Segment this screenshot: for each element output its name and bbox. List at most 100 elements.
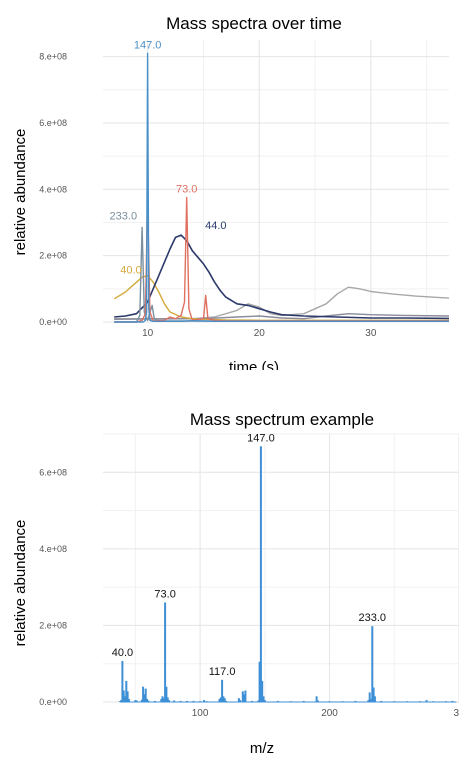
chart2-bars [118,446,457,703]
chart1-x-tick-label: 30 [365,328,377,339]
chart2-bar [243,694,246,702]
chart2-bar [125,680,128,702]
chart2-bar [165,686,168,702]
chart2-bar [432,701,435,702]
chart2-peak-label: 73.0 [154,588,175,600]
chart2-bar [259,446,262,702]
chart2-bar [160,698,163,702]
chart2-bar [162,698,165,702]
chart2-bar [316,700,319,702]
chart1-peak-labels: 147.0 73.0 233.0 44.0 40.0 [110,39,227,276]
chart2-bar [134,700,137,702]
chart1-y-ticks: 0.e+00 2.e+08 4.e+08 6.e+08 8.e+08 [39,52,67,327]
chart2-grid [103,433,459,703]
chart2-peak-label: 117.0 [209,666,236,678]
chart2-y-tick-label: 0.e+00 [39,697,67,707]
chart2-bar [368,692,371,702]
chart2-bar [118,701,121,702]
chart2-bar [261,680,264,702]
chart1-peak-label: 44.0 [205,220,226,232]
chart2-bar [168,700,170,702]
chart2-bar [142,686,145,702]
chart2-bar [127,698,130,702]
chart2-bar [302,700,305,702]
chart2-bar [263,700,266,702]
chart1-x-tick-label: 20 [254,328,266,339]
chart2-bar [135,700,138,702]
chart2-bar [161,696,164,702]
chart2-bar [122,690,125,702]
chart1-series [113,52,450,323]
chart2-ylabel: relative abundance [12,520,29,647]
chart2-bar [173,700,176,702]
chart2-bar [244,690,247,702]
chart2-bar [186,700,189,702]
chart1-x-ticks: 10 20 30 [142,328,377,339]
chart2-bar [143,694,146,702]
chart2-y-tick-label: 6.e+08 [39,467,67,477]
chart2-x-tick-label: 200 [321,708,338,719]
chart1-peak-label: 40.0 [120,265,141,277]
chart2-bar [451,700,454,702]
chart-mass-spectrum-example: Mass spectrum example m/z relative abund… [12,410,459,757]
chart2-bar [144,688,147,702]
chart2-bar [179,700,182,702]
chart2-bar [237,698,240,702]
chart2-x-tick-label: 30 [453,708,459,719]
chart2-xlabel: m/z [250,740,274,757]
chart2-bar [164,602,167,702]
chart-mass-spectra-over-time: Mass spectra over time time (s) relative… [12,14,450,370]
chart2-bar [124,696,126,702]
chart2-bar [218,698,221,702]
chart2-bar [140,699,143,702]
chart1-grid [103,40,449,323]
chart2-bar [258,661,261,702]
chart2-bar [445,701,448,702]
chart1-peak-label: 73.0 [176,184,197,196]
chart2-title: Mass spectrum example [190,410,374,429]
chart1-series-line [114,226,449,323]
chart1-x-tick-label: 10 [142,328,154,339]
chart1-series-line [113,274,449,321]
chart1-series-line [114,313,450,320]
chart2-bar [126,691,129,702]
chart2-bar [341,701,344,702]
chart2-x-tick-label: 100 [192,708,209,719]
chart2-bar [289,701,292,702]
chart2-bar [222,696,225,702]
chart2-bar [276,700,279,702]
chart1-ylabel: relative abundance [12,129,29,256]
chart2-bar [153,700,156,702]
chart2-y-ticks: 0.e+00 2.e+08 4.e+08 6.e+08 [39,467,67,707]
chart2-bar [147,700,150,702]
chart2-bar [166,697,169,702]
chart2-bar [250,700,253,702]
chart1-y-tick-label: 2.e+08 [39,251,67,261]
chart1-y-tick-label: 0.e+00 [39,317,67,327]
chart2-bar [262,696,265,702]
chart2-bar [354,700,357,702]
chart2-bar [146,698,148,702]
chart2-bar [120,700,123,702]
chart2-bar [121,661,124,702]
chart1-series-line [114,286,450,320]
chart2-y-tick-label: 2.e+08 [39,620,67,630]
chart2-bar [393,701,396,702]
chart2-bar [241,691,244,702]
chart1-peak-label: 147.0 [134,39,162,51]
chart2-bar [315,696,318,702]
chart2-bar [205,701,208,702]
chart2-bar [257,700,260,702]
chart2-bar [371,626,374,702]
chart1-y-tick-label: 6.e+08 [39,118,67,128]
chart1-y-tick-label: 4.e+08 [39,184,67,194]
chart2-bar [419,701,422,702]
chart2-bar [372,687,375,702]
chart2-bar [373,696,376,702]
chart1-y-tick-label: 8.e+08 [39,52,67,62]
chart2-peak-label: 147.0 [247,432,275,444]
chart2-bar [239,700,242,702]
chart2-bar [328,701,331,702]
chart2-x-ticks: 100 200 30 [192,708,459,719]
chart2-bar [370,698,372,702]
